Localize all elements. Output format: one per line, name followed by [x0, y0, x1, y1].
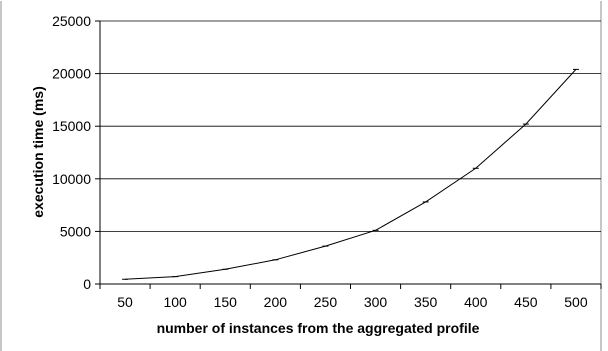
y-axis-title: execution time (ms) [30, 86, 46, 217]
x-tick-label: 50 [117, 294, 133, 310]
axes-layer [95, 20, 602, 289]
x-axis-title: number of instances from the aggregated … [157, 320, 480, 336]
x-tick-label: 300 [364, 294, 388, 310]
series-layer [122, 68, 579, 280]
x-tick-label: 100 [163, 294, 187, 310]
x-tick-label: 200 [264, 294, 288, 310]
grid-layer [100, 20, 601, 232]
series-line-0 [125, 69, 577, 280]
y-tick-label: 20000 [52, 66, 91, 82]
x-tick-label: 450 [514, 294, 538, 310]
x-tick-label: 400 [464, 294, 488, 310]
y-tick-label: 5000 [60, 223, 91, 239]
x-tick-label: 500 [564, 294, 588, 310]
y-tick-label: 25000 [52, 13, 91, 29]
y-tick-label: 10000 [52, 171, 91, 187]
y-tick-label: 0 [83, 276, 91, 292]
x-tick-label: 150 [214, 294, 238, 310]
y-tick-label: 15000 [52, 118, 91, 134]
x-tick-label: 250 [314, 294, 338, 310]
x-tick-label: 350 [414, 294, 438, 310]
labels-layer: 0 5000 10000 15000 20000 25000 50 100 150 200 250 3… [52, 13, 588, 310]
